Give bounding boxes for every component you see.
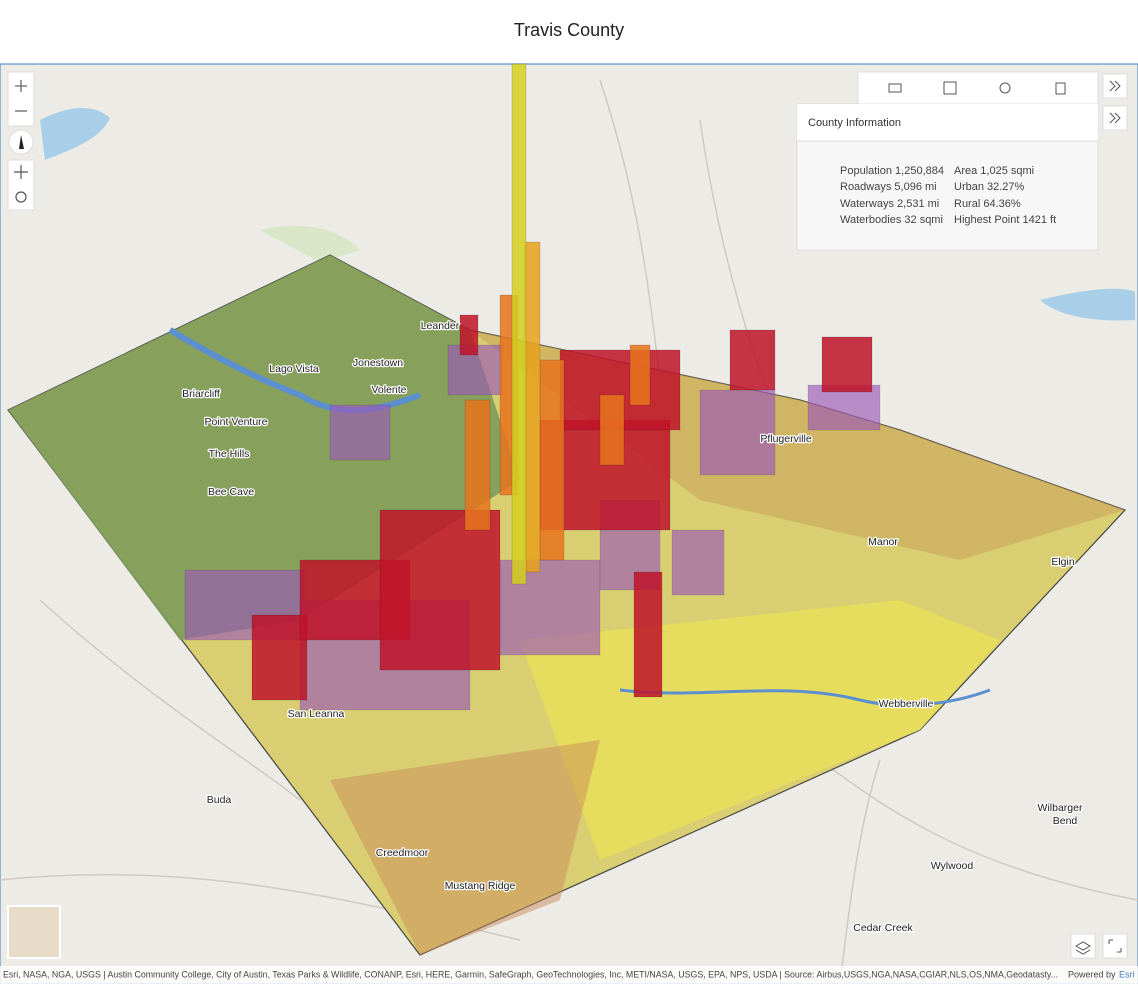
- info-cell: Area 1,025 sqmi: [954, 165, 1034, 177]
- extrusion: [329, 404, 391, 461]
- expand-icon: [1109, 112, 1121, 124]
- extrusion: [671, 529, 725, 596]
- extrusion: [821, 336, 873, 393]
- fullscreen-button[interactable]: [1102, 933, 1128, 959]
- land-cover-dev: [330, 740, 600, 955]
- layers-icon: [1074, 941, 1092, 955]
- extrusion: [539, 359, 565, 561]
- place-label: Briarcliff: [182, 388, 220, 400]
- extrusion: [511, 63, 527, 585]
- place-label: Webberville: [879, 698, 934, 710]
- extrusion: [459, 314, 479, 356]
- esri-link[interactable]: Esri: [1119, 969, 1135, 979]
- place-label: Mustang Ridge: [445, 880, 516, 892]
- measure-area-button[interactable]: [943, 81, 957, 95]
- place-label: Elgin: [1051, 556, 1075, 568]
- compass-needle: [19, 135, 24, 149]
- info-cell: Highest Point 1421 ft: [954, 214, 1056, 226]
- place-label: The Hills: [209, 448, 250, 460]
- zoom-controls: [7, 71, 35, 211]
- fullscreen-icon: [1108, 939, 1122, 953]
- info-cell: Roadways 5,096 mi: [840, 181, 937, 193]
- place-label: Volente: [371, 384, 406, 396]
- info-rows: Population 1,250,884 Area 1,025 sqmi Roa…: [840, 165, 1056, 226]
- place-label: Manor: [868, 536, 898, 548]
- info-cell: Waterways 2,531 mi: [840, 198, 939, 210]
- place-label: San Leanna: [288, 708, 345, 720]
- header: [0, 0, 1138, 64]
- pan-button[interactable]: [14, 165, 28, 179]
- attribution: Esri, NASA, NGA, USGS | Austin Community…: [3, 969, 1058, 979]
- slice-button[interactable]: [999, 82, 1011, 94]
- powered-by: Powered by: [1068, 969, 1116, 979]
- lake: [40, 108, 110, 160]
- attribution-bar: [0, 966, 1138, 984]
- measure-distance-button[interactable]: [888, 83, 902, 93]
- info-cell: Waterbodies 32 sqmi: [840, 214, 943, 226]
- extrusion: [464, 399, 491, 531]
- info-cell: Population 1,250,884: [840, 165, 944, 177]
- info-cell: Urban 32.27%: [954, 181, 1025, 193]
- panel-title: County Information: [808, 117, 901, 129]
- extrusion: [379, 509, 501, 671]
- park: [260, 225, 360, 262]
- map-frame: [0, 63, 1138, 984]
- place-label: Wilbarger: [1038, 802, 1083, 814]
- place-label: Creedmoor: [376, 847, 429, 859]
- place-label: Cedar Creek: [853, 922, 913, 934]
- delete-button[interactable]: [1055, 82, 1066, 95]
- info-panel-header: [797, 104, 1098, 141]
- rotate-button[interactable]: [15, 191, 27, 203]
- overview-map[interactable]: [7, 905, 61, 959]
- extrusion: [729, 329, 776, 391]
- river: [619, 688, 991, 707]
- info-cell: Rural 64.36%: [954, 198, 1021, 210]
- place-label: Bee Cave: [208, 486, 254, 498]
- toolbar: [857, 71, 1099, 105]
- place-label: Leander: [421, 320, 460, 332]
- layers-button[interactable]: [1070, 933, 1096, 959]
- place-label: Lago Vista: [269, 363, 319, 375]
- place-label: Wylwood: [931, 860, 974, 872]
- place-label: Jonestown: [353, 357, 403, 369]
- place-label: Point Venture: [204, 416, 267, 428]
- place-label: Pflugerville: [760, 433, 812, 445]
- expand-icon: [1109, 80, 1121, 92]
- lake: [1040, 288, 1135, 321]
- extrusion: [599, 394, 625, 466]
- extrusions: [184, 63, 881, 711]
- zoom-in-button[interactable]: [15, 80, 27, 92]
- extrusion: [629, 344, 651, 406]
- extrusion: [633, 571, 663, 698]
- page-title: Travis County: [514, 20, 624, 40]
- place-label: Buda: [207, 794, 232, 806]
- place-label: Bend: [1053, 815, 1078, 827]
- extrusion: [251, 614, 308, 701]
- extrusion: [699, 389, 776, 476]
